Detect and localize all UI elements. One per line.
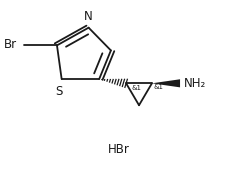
Text: &1: &1 [153,84,163,90]
Text: &1: &1 [132,85,141,91]
Text: S: S [56,85,63,98]
Text: Br: Br [4,38,17,51]
Text: NH₂: NH₂ [184,77,206,90]
Text: N: N [84,10,92,23]
Polygon shape [152,79,180,87]
Text: HBr: HBr [108,143,130,156]
